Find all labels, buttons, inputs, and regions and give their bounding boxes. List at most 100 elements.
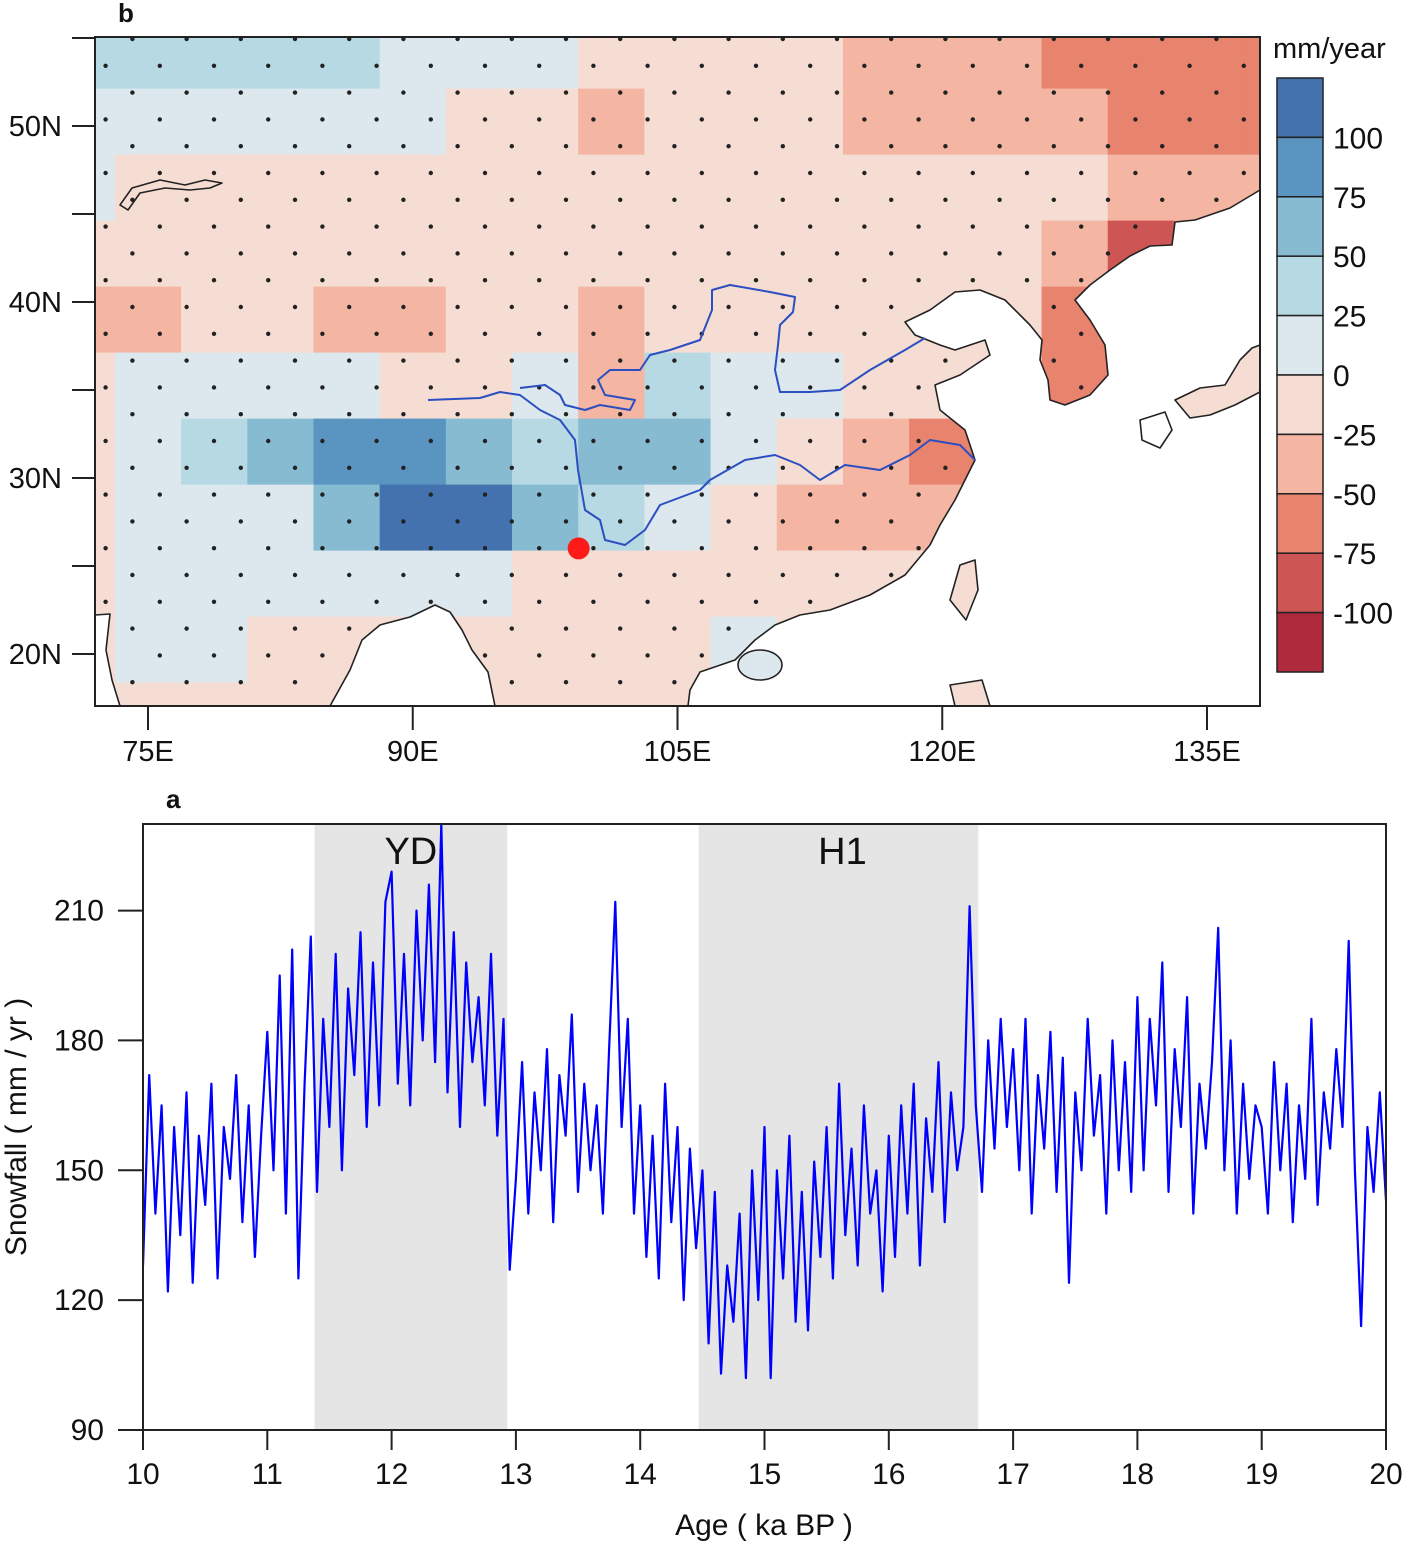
- stipple-dot: [184, 251, 189, 256]
- stipple-dot: [563, 197, 569, 202]
- stipple-dot: [618, 412, 623, 417]
- stipple-dot: [834, 304, 840, 310]
- colorbar-swatch: [1276, 493, 1324, 554]
- stipple-dot: [509, 412, 514, 417]
- stipple-dot: [211, 63, 217, 68]
- stipple-dot: [482, 546, 488, 551]
- stipple-dot: [1051, 251, 1057, 256]
- grid-cell: [1173, 37, 1241, 90]
- stipple-dot: [292, 304, 298, 310]
- stipple-dot: [563, 90, 569, 95]
- stipple-dot: [428, 224, 433, 229]
- stipple-dot: [591, 546, 596, 551]
- stipple-dot: [889, 251, 894, 256]
- stipple-dot: [211, 438, 217, 444]
- stipple-dot: [266, 385, 271, 390]
- stipple-dot: [238, 680, 243, 685]
- stipple-dot: [428, 331, 433, 336]
- stipple-dot: [347, 304, 352, 310]
- colorbar-tick-label: 100: [1333, 122, 1383, 155]
- stipple-dot: [943, 197, 948, 202]
- grid-cell: [445, 418, 513, 486]
- stipple-dot: [537, 224, 542, 229]
- grid-cell: [379, 418, 447, 486]
- stipple-dot: [563, 251, 569, 256]
- stipple-dot: [401, 90, 406, 95]
- grid-cell: [710, 220, 778, 288]
- stipple-dot: [184, 144, 189, 149]
- stipple-dot: [699, 224, 704, 229]
- stipple-dot: [1105, 197, 1111, 202]
- lake-balkhash: [119, 179, 223, 211]
- stipple-dot: [537, 117, 542, 122]
- grid-cell: [776, 154, 844, 222]
- stipple-dot: [266, 546, 271, 551]
- stipple-dot: [238, 144, 243, 149]
- stipple-dot: [184, 626, 189, 631]
- stipple-dot: [1051, 304, 1057, 310]
- stipple-dot: [103, 278, 108, 283]
- stipple-dot: [103, 224, 108, 229]
- grid-cell: [710, 37, 778, 90]
- stipple-dot: [618, 144, 623, 149]
- stipple-dot: [266, 599, 271, 604]
- stipple-dot: [1051, 144, 1057, 149]
- stipple-dot: [509, 465, 514, 470]
- stipple-dot: [834, 519, 840, 524]
- stipple-dot: [374, 492, 379, 497]
- stipple-dot: [266, 224, 271, 229]
- stipple-dot: [482, 599, 488, 604]
- stipple-dot: [563, 680, 569, 685]
- stipple-dot: [563, 626, 569, 631]
- stipple-dot: [455, 465, 460, 470]
- stipple-dot: [537, 331, 542, 336]
- stipple-dot: [347, 412, 352, 417]
- stipple-dot: [157, 492, 162, 497]
- stipple-dot: [889, 412, 894, 417]
- stipple-dot: [455, 519, 460, 524]
- stipple-dot: [1214, 37, 1219, 42]
- stipple-dot: [645, 331, 650, 336]
- colorbar-swatch: [1276, 433, 1324, 495]
- y-tick-label: 150: [54, 1154, 104, 1187]
- lat-tick-label: 50N: [9, 111, 62, 143]
- colorbar-tick-label: 50: [1333, 241, 1366, 274]
- stipple-dot: [699, 599, 704, 604]
- stipple-dot: [374, 385, 379, 390]
- grid-cell: [247, 682, 315, 706]
- stipple-dot: [618, 465, 623, 470]
- stipple-dot: [482, 331, 488, 336]
- stipple-dot: [292, 519, 298, 524]
- stipple-dot: [1079, 63, 1084, 68]
- grid-cell: [512, 418, 579, 486]
- grid-cell: [313, 154, 381, 222]
- stipple-dot: [320, 385, 325, 390]
- stipple-dot: [726, 626, 731, 631]
- stipple-dot: [374, 224, 379, 229]
- stipple-dot: [157, 599, 162, 604]
- stipple-dot: [889, 572, 894, 578]
- stipple-dot: [645, 278, 650, 283]
- stipple-dot: [780, 519, 785, 524]
- stipple-dot: [645, 170, 650, 176]
- stipple-dot: [753, 331, 759, 336]
- stipple-dot: [699, 385, 704, 390]
- stipple-dot: [916, 63, 921, 68]
- stipple-dot: [1051, 37, 1056, 42]
- stipple-dot: [1160, 197, 1165, 202]
- x-axis-label: Age ( ka BP ): [675, 1509, 853, 1542]
- stipple-dot: [320, 170, 325, 176]
- x-tick-label: 16: [872, 1458, 905, 1491]
- grid-cell: [710, 352, 778, 420]
- grid-cell: [842, 286, 910, 354]
- stipple-dot: [455, 37, 460, 42]
- stipple-dot: [157, 224, 162, 229]
- colorbar-swatch: [1276, 374, 1324, 436]
- stipple-dot: [1079, 385, 1084, 390]
- stipple-dot: [591, 385, 596, 390]
- stipple-dot: [780, 572, 785, 578]
- stipple-dot: [211, 599, 217, 604]
- stipple-dot: [916, 492, 921, 497]
- grid-cell: [114, 37, 182, 90]
- grid-cell: [114, 550, 182, 618]
